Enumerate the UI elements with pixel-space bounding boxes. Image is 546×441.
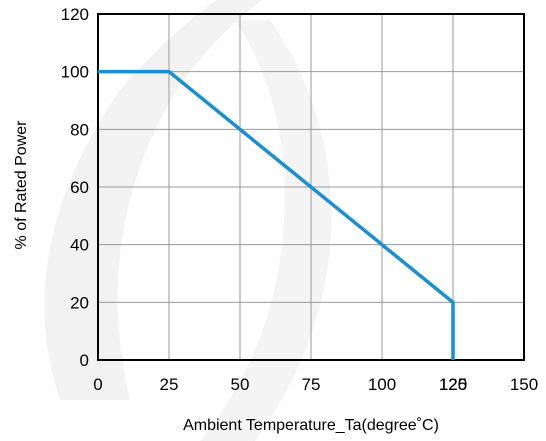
x-tick-label: 100	[368, 375, 396, 394]
y-axis-label: % of Rated Power	[13, 120, 30, 250]
x-tick-label: 25	[160, 375, 179, 394]
y-axis-ticks: 0 20 40 60 80 100 120	[61, 5, 89, 370]
y-tick-label: 20	[70, 293, 89, 312]
series-line	[98, 69, 455, 360]
x-tick-label: 0	[93, 375, 102, 394]
y-tick-label: 60	[70, 178, 89, 197]
x-axis-ticks: 0 25 50 75 100 125 150 120	[93, 375, 538, 394]
y-tick-label: 80	[70, 120, 89, 139]
plot-frame	[97, 13, 525, 361]
x-tick-label: 75	[302, 375, 321, 394]
x-tick-label: 125	[439, 375, 467, 394]
y-tick-label: 120	[61, 5, 89, 24]
y-tick-label: 40	[70, 236, 89, 255]
x-tick-label: 150	[510, 375, 538, 394]
series-layer	[98, 69, 455, 360]
x-axis-label: Ambient Temperature_Ta(degree˚C)	[183, 417, 439, 434]
y-tick-label: 0	[80, 351, 89, 370]
x-tick-label: 120	[439, 375, 467, 394]
y-tick-label: 100	[61, 63, 89, 82]
x-tick-label: 50	[231, 375, 250, 394]
